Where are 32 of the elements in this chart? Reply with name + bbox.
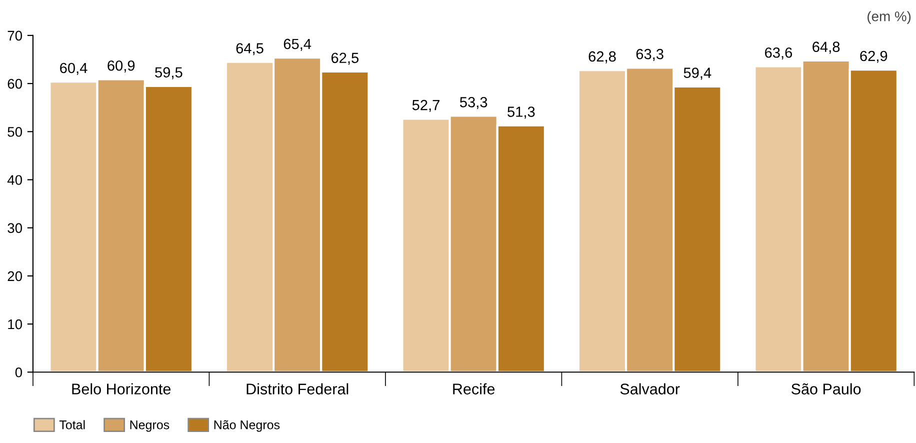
x-tick-label: Salvador <box>620 383 680 394</box>
data-label: 64,8 <box>812 42 840 54</box>
data-label: 52,7 <box>412 100 440 112</box>
y-tick-label: 30 <box>8 223 22 233</box>
text: (em %) <box>868 11 911 24</box>
data-label: 65,4 <box>284 38 312 51</box>
y-tick-label: 70 <box>8 30 22 41</box>
data-label: 62,8 <box>588 51 616 64</box>
legend-label: Total <box>59 420 85 430</box>
y-tick-label: 20 <box>8 271 22 282</box>
y-tick-label: 50 <box>8 126 22 137</box>
data-label: 59,5 <box>155 67 182 80</box>
data-label: 53,3 <box>460 96 488 110</box>
data-label: 51,3 <box>508 106 535 119</box>
data-label: 60,9 <box>108 60 135 72</box>
legend-label: Não Negros <box>214 420 280 432</box>
x-tick-label: Belo Horizonte <box>72 383 171 394</box>
y-tick-label: 40 <box>7 175 22 185</box>
data-label: 62,9 <box>860 50 888 63</box>
x-tick-label: São Paulo <box>791 383 861 394</box>
data-label: 64,5 <box>236 43 264 56</box>
x-tick-label: Distrito Federal <box>246 383 348 394</box>
data-label: 62,5 <box>331 52 358 65</box>
data-label: 63,3 <box>636 48 664 61</box>
legend-label: Negros <box>130 420 170 432</box>
x-tick-label: Recife <box>453 383 495 394</box>
y-tick-label: 0 <box>15 367 22 378</box>
data-label: 63,6 <box>765 47 792 60</box>
y-tick-label: 10 <box>8 319 22 330</box>
y-tick-label: 60 <box>8 78 22 89</box>
data-label: 60,4 <box>60 62 88 75</box>
data-label: 59,4 <box>684 68 712 80</box>
